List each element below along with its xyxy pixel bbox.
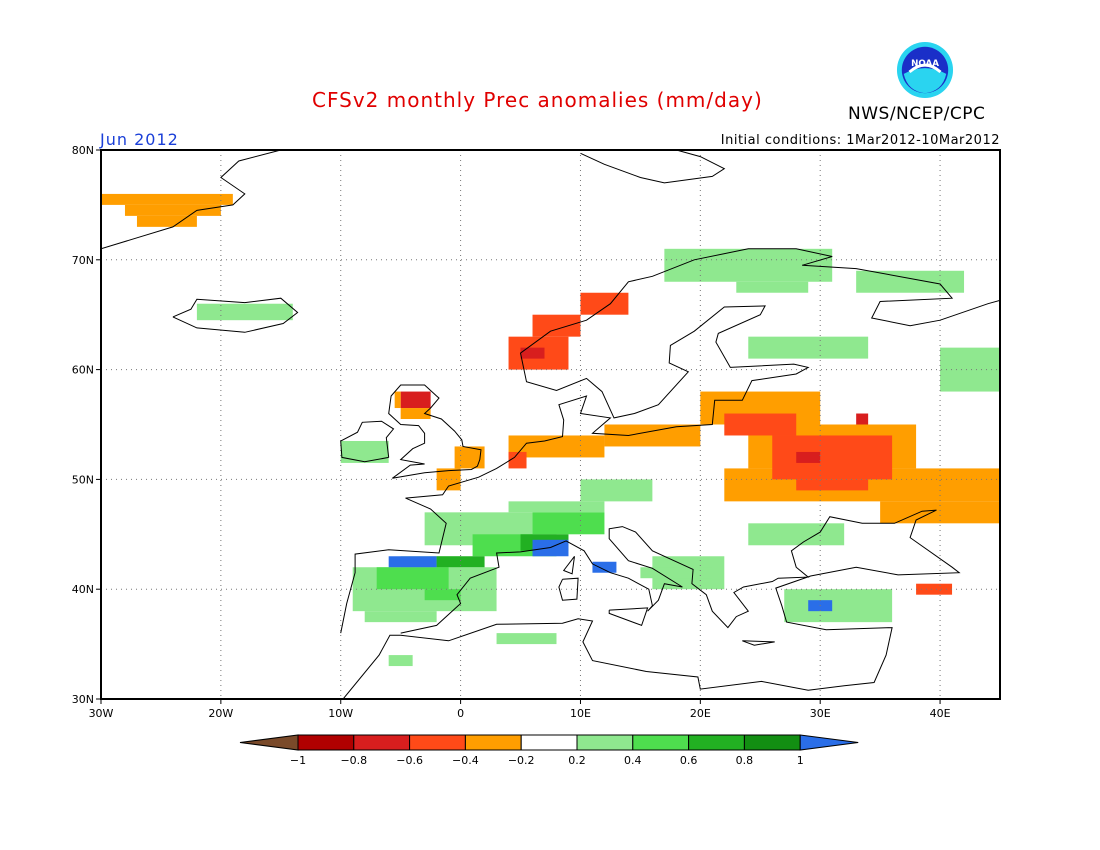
coastline	[558, 577, 579, 601]
coastline	[742, 640, 775, 646]
logo-text: NOAA	[911, 59, 939, 69]
anomaly-cell-spain-north-blue	[388, 556, 437, 568]
anomaly-cell-england-east	[436, 468, 461, 491]
coastline	[580, 150, 726, 184]
noaa-logo-icon: NOAA	[896, 41, 954, 99]
anomaly-cell-norway-coast-core	[520, 347, 545, 359]
anomaly-cell-spain-north-green	[436, 556, 485, 568]
legend-label: −0.8	[340, 754, 367, 767]
lat-label: 40N	[72, 583, 94, 596]
anomaly-cell-scotland	[400, 391, 431, 409]
anomaly-cell-greenland	[101, 193, 233, 205]
lat-label: 50N	[72, 473, 94, 486]
legend-swatch	[632, 734, 690, 751]
map-frame	[100, 149, 1001, 700]
lon-label: 20W	[208, 707, 233, 720]
anomaly-cell-russia-north	[940, 347, 1000, 392]
legend-label: −0.2	[508, 754, 535, 767]
anomaly-cell-scotland-ring	[394, 391, 401, 409]
anomaly-cell-spain	[364, 611, 437, 623]
anomaly-cell-alps-blue	[592, 561, 617, 573]
lon-label: 40E	[930, 707, 951, 720]
anomaly-cell-spain-core	[376, 567, 449, 590]
coastline	[340, 248, 1000, 634]
anomaly-cell-russia-north	[748, 336, 869, 359]
lon-label: 20E	[690, 707, 711, 720]
legend-swatch	[520, 734, 578, 751]
legend-swatch	[297, 734, 355, 751]
anomaly-cells	[101, 193, 1000, 667]
lon-label: 30E	[810, 707, 831, 720]
anomaly-cell-balkans	[640, 567, 713, 579]
anomaly-cell-spain-core	[424, 589, 461, 601]
anomaly-cell-norway-coast-south	[580, 292, 629, 315]
anomaly-cell-finland-north	[736, 281, 809, 293]
lat-label: 60N	[72, 364, 94, 377]
legend-label: 0.6	[680, 754, 698, 767]
coastline	[172, 297, 299, 333]
anomaly-cell-turkey-west	[784, 589, 893, 623]
anomaly-cell-france	[508, 501, 605, 513]
legend-swatch	[353, 734, 411, 751]
coastline	[608, 607, 649, 627]
anomaly-cell-russia-peak	[856, 413, 869, 425]
legend-swatch	[688, 734, 745, 751]
legend-arrow-high	[799, 734, 859, 751]
anomaly-cell-russia-core	[724, 413, 797, 436]
forecast-month: Jun 2012	[100, 130, 179, 149]
anomaly-cell-belgium	[508, 451, 527, 469]
agency-label: NWS/NCEP/CPC	[848, 104, 986, 124]
anomaly-cell-finland-north	[856, 270, 965, 293]
anomaly-cell-baltic-russia	[880, 501, 1000, 524]
anomaly-cell-russia-core	[772, 435, 893, 480]
lon-label: 10E	[570, 707, 591, 720]
anomaly-cell-greenland	[124, 204, 221, 216]
anomaly-cell-north-africa	[388, 655, 413, 667]
anomaly-cell-greenland	[136, 215, 197, 227]
legend-label: 0.8	[736, 754, 754, 767]
legend-swatch	[464, 734, 522, 751]
anomaly-cell-france	[580, 479, 653, 502]
coastlines	[101, 150, 1000, 699]
legend-label: 0.4	[624, 754, 642, 767]
anomaly-cell-balkans	[748, 523, 845, 546]
anomaly-cell-netherlands-germany	[604, 424, 701, 447]
initial-conditions: Initial conditions: 1Mar2012-10Mar2012	[720, 133, 1000, 148]
anomaly-cell-iceland	[196, 303, 293, 321]
anomaly-cell-russia-core	[796, 479, 869, 491]
lon-label: 10W	[328, 707, 353, 720]
legend-label: 1	[797, 754, 804, 767]
lon-label: 0	[457, 707, 464, 720]
coastline	[388, 384, 482, 479]
legend-label: 0.2	[568, 754, 586, 767]
anomaly-cell-england-east	[454, 446, 485, 469]
anomaly-cell-norway-coast-south	[532, 314, 581, 337]
coastline	[340, 420, 395, 463]
legend-arrow-low	[239, 734, 299, 751]
anomaly-cell-russia-peak	[796, 451, 821, 463]
anomaly-cell-north-africa	[496, 633, 557, 645]
anomaly-cell-france-alps	[532, 512, 605, 535]
coastline	[562, 555, 575, 575]
lat-label: 70N	[72, 254, 94, 267]
legend-label: −0.6	[396, 754, 423, 767]
anomaly-cell-turkey-east	[916, 583, 953, 595]
legend-label: −0.4	[452, 754, 479, 767]
lat-label: 80N	[72, 144, 94, 157]
lon-label: 30W	[89, 707, 114, 720]
legend-swatch	[576, 734, 634, 751]
coastline	[101, 150, 281, 250]
coastline	[342, 509, 961, 699]
anomaly-cell-scotland-ring	[400, 408, 431, 420]
legend-label: −1	[290, 754, 306, 767]
legend-swatch	[409, 734, 466, 751]
lat-label: 30N	[72, 693, 94, 706]
legend-swatch	[743, 734, 801, 751]
map-title: CFSv2 monthly Prec anomalies (mm/day)	[312, 88, 763, 112]
anomaly-cell-ireland	[340, 440, 389, 463]
